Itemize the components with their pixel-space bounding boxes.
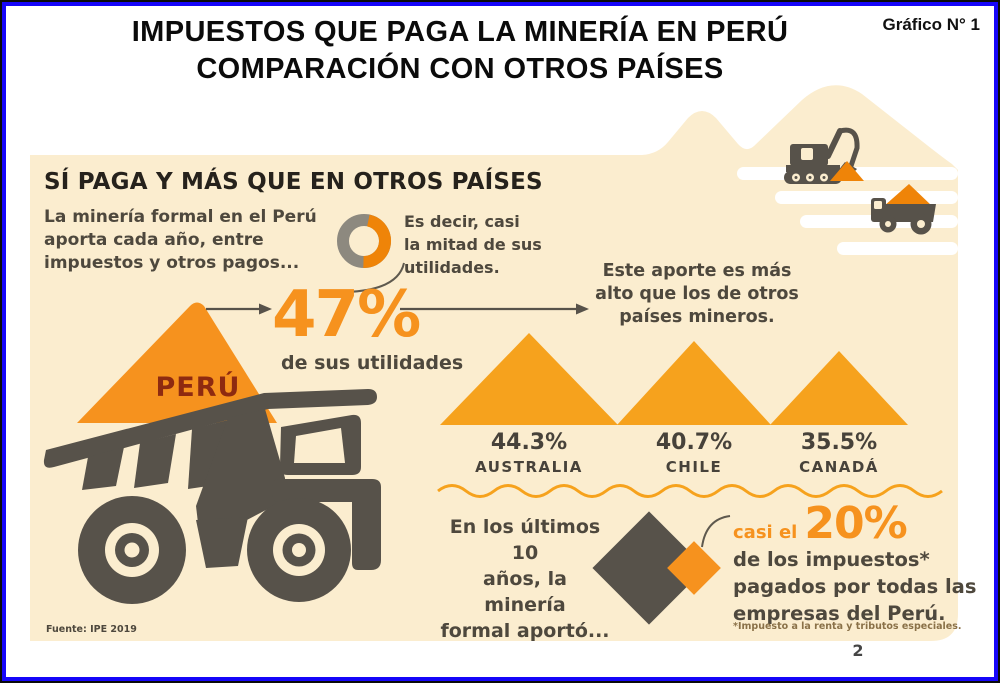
donut-chart-icon <box>337 214 405 293</box>
peru-mountain-label: PERÚ <box>155 372 241 403</box>
arrow-47-to-comparison <box>400 303 589 315</box>
wavy-divider <box>437 484 943 498</box>
country-mountain-bars <box>440 333 908 425</box>
highlight-prefix: casi el <box>733 522 798 543</box>
donut-note-line: la mitad de sus <box>404 235 542 254</box>
small-dump-truck-icon <box>871 184 936 235</box>
bar-australia <box>440 333 618 425</box>
country-pct: 44.3% <box>490 430 568 455</box>
haul-truck-illustration <box>43 302 381 604</box>
donut-note-line: utilidades. <box>404 258 500 277</box>
country-pct: 40.7% <box>655 430 733 455</box>
tax-footnote: *Impuesto a la renta y tributos especial… <box>733 621 962 632</box>
ore-pile-icon <box>830 161 864 181</box>
source-note: Fuente: IPE 2019 <box>46 624 137 635</box>
excavator-icon <box>784 127 864 184</box>
country-pct: 35.5% <box>800 430 878 455</box>
peru-mountain <box>77 302 277 423</box>
peru-percentage-caption: de sus utilidades <box>281 352 464 374</box>
ore-load-icon <box>884 184 932 206</box>
country-label-australia: 44.3% AUSTRALIA <box>454 430 604 476</box>
bottom-lead-line: años, la minería <box>483 568 567 616</box>
bar-chile <box>617 341 771 425</box>
donut-connector-line <box>346 262 405 293</box>
intro-line: aporta cada año, entre <box>44 230 264 250</box>
highlight-value: 20% <box>804 498 907 549</box>
country-name: AUSTRALIA <box>475 458 583 476</box>
bottom-lead-line: formal aportó... <box>440 620 610 642</box>
intro-line: La minería formal en el Perú <box>44 207 317 227</box>
graphic-number-label: Gráfico N° 1 <box>882 15 981 34</box>
intro-text: La minería formal en el Perú aporta cada… <box>44 206 317 275</box>
peru-percentage: 47% <box>272 278 421 352</box>
highlight-description: de los impuestos* pagados por todas las … <box>733 546 976 627</box>
comparison-line: países mineros. <box>619 307 775 327</box>
page-title-line2: COMPARACIÓN CON OTROS PAÍSES <box>196 53 724 85</box>
bottom-lead-text: En los últimos 10 años, la minería forma… <box>440 514 610 644</box>
comparison-line: alto que los de otros <box>595 284 799 304</box>
comparison-note: Este aporte es más alto que los de otros… <box>592 260 802 329</box>
arrow-peak-to-47 <box>206 303 272 315</box>
donut-note: Es decir, casi la mitad de sus utilidade… <box>404 210 542 279</box>
comparison-line: Este aporte es más <box>602 261 792 281</box>
highlight-line: pagados por todas las <box>733 575 977 598</box>
diamond-connector-line <box>701 515 731 548</box>
donut-note-line: Es decir, casi <box>404 212 520 231</box>
country-label-chile: 40.7% CHILE <box>619 430 769 476</box>
country-label-canada: 35.5% CANADÁ <box>764 430 914 476</box>
highlight-line: empresas del Perú. <box>733 602 946 625</box>
page-title: IMPUESTOS QUE PAGA LA MINERÍA EN PERÚ CO… <box>60 14 860 88</box>
highlight-20pct: casi el 20% <box>733 498 908 549</box>
highlight-line: de los impuestos* <box>733 548 930 571</box>
page-title-line1: IMPUESTOS QUE PAGA LA MINERÍA EN PERÚ <box>131 16 789 48</box>
bottom-lead-line: En los últimos 10 <box>449 516 601 564</box>
intro-line: impuestos y otros pagos... <box>44 253 300 273</box>
country-name: CANADÁ <box>799 458 879 476</box>
bar-canada <box>770 351 908 425</box>
country-name: CHILE <box>665 458 723 476</box>
panel-heading: SÍ PAGA Y MÁS QUE EN OTROS PAÍSES <box>44 169 543 195</box>
page-number: 2 <box>852 641 864 660</box>
